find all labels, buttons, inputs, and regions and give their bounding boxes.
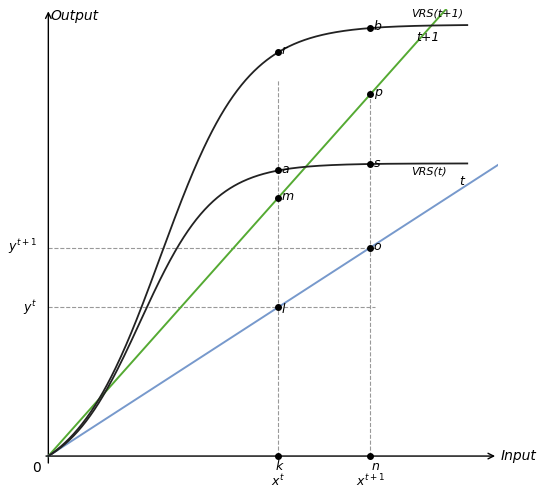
Text: m: m <box>282 190 294 203</box>
Text: a: a <box>282 162 289 175</box>
Text: l: l <box>282 303 285 316</box>
Text: 0: 0 <box>32 461 41 475</box>
Text: t+1: t+1 <box>416 31 439 44</box>
Text: t: t <box>459 174 464 188</box>
Text: o: o <box>374 240 381 253</box>
Text: Input: Input <box>501 449 536 463</box>
Text: b: b <box>374 20 382 33</box>
Text: Output: Output <box>51 8 99 22</box>
Text: n: n <box>372 460 380 473</box>
Text: s: s <box>374 156 380 169</box>
Text: p: p <box>374 86 382 99</box>
Text: VRS(t): VRS(t) <box>411 166 447 176</box>
Text: $x^t$: $x^t$ <box>271 473 285 489</box>
Text: $y^t$: $y^t$ <box>23 298 37 317</box>
Text: r: r <box>282 44 287 57</box>
Text: k: k <box>276 460 283 473</box>
Text: $y^{t+1}$: $y^{t+1}$ <box>8 238 37 257</box>
Text: $x^{t+1}$: $x^{t+1}$ <box>356 473 385 490</box>
Text: VRS(t+1): VRS(t+1) <box>411 9 463 19</box>
